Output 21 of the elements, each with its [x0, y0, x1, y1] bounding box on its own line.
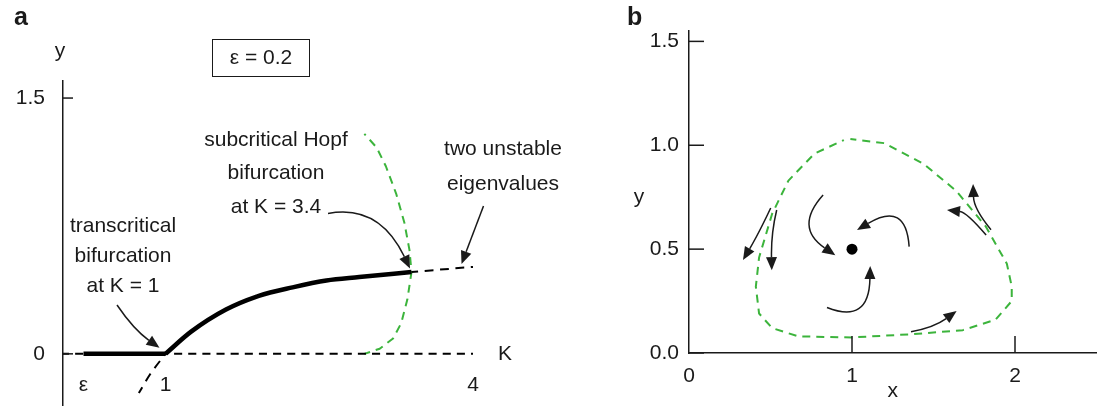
x-axis-title: K	[497, 340, 513, 364]
x-tick-label: 0	[683, 363, 695, 387]
y-tick-label: 0.0	[649, 339, 679, 363]
chart-title: b	[627, 1, 643, 30]
x-tick-label: ε	[78, 372, 89, 396]
y-axis-title: y	[54, 37, 66, 61]
y-tick-label: 1.5	[15, 84, 45, 108]
annotation: subcritical Hopf bifurcation at K = 3.4	[204, 126, 348, 217]
annotation: two unstable eigenvalues	[444, 135, 562, 194]
x-tick-label: 1	[846, 363, 858, 387]
chart-title: a	[14, 1, 29, 30]
y-axis-title: y	[633, 183, 645, 207]
x-tick-label: 2	[1009, 363, 1021, 387]
y-tick-label: 0.5	[649, 235, 679, 259]
text: ε = 0.2	[229, 44, 293, 68]
y-tick-label: 1.5	[649, 28, 679, 52]
x-axis-title: x	[887, 377, 899, 401]
y-tick-label: 1.0	[649, 132, 679, 156]
x-tick-label: 4	[467, 372, 480, 396]
x-tick-label: 1	[159, 372, 172, 396]
annotation: transcritical bifurcation at K = 1	[69, 212, 177, 296]
